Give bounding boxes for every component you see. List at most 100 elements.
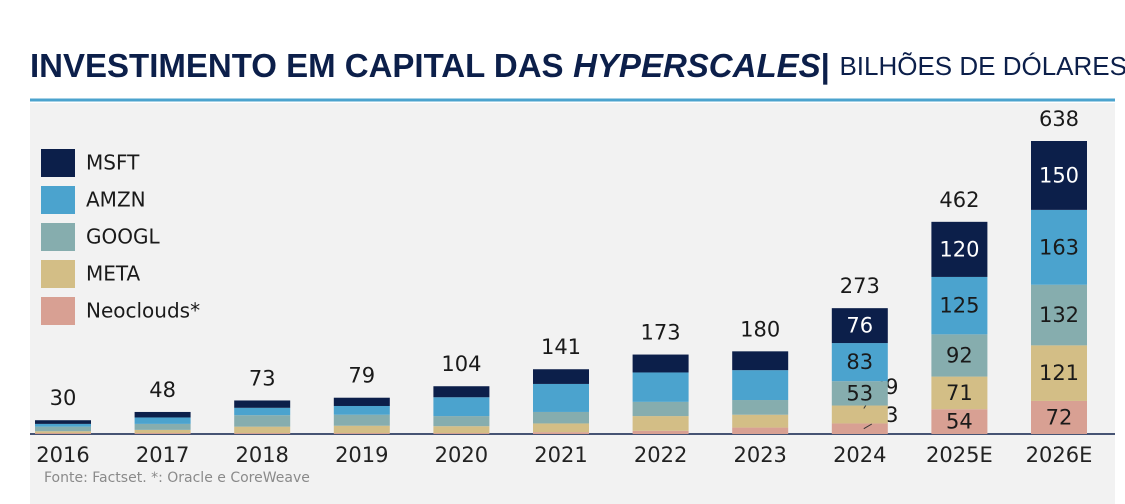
- x-tick-label: 2026E: [1026, 443, 1093, 467]
- legend-label: AMZN: [86, 188, 146, 212]
- value-label: 92: [946, 343, 973, 367]
- total-label: 180: [740, 317, 780, 341]
- bar-segment: [134, 417, 191, 424]
- bar-segment: [831, 405, 888, 424]
- total-label: 104: [441, 352, 481, 376]
- x-tick-label: 2024: [833, 443, 886, 467]
- bar-segment: [1031, 209, 1087, 285]
- bar-segment: [632, 354, 689, 373]
- bar-segment: [1031, 284, 1087, 346]
- legend-label: Neoclouds*: [86, 299, 200, 323]
- value-label: 125: [939, 294, 979, 318]
- x-tick-label: 2022: [634, 443, 687, 467]
- bar-segment: [533, 432, 589, 434]
- legend-swatch: [41, 223, 75, 251]
- bar-segment: [234, 426, 291, 434]
- bar-segment: [433, 433, 490, 434]
- bar-segment: [35, 423, 91, 427]
- legend-label: META: [86, 262, 141, 286]
- bar-segment: [333, 397, 390, 406]
- bar-segment: [831, 381, 888, 406]
- bar-segment: [333, 405, 390, 415]
- bar-segment: [732, 427, 789, 434]
- bar-segment: [831, 308, 888, 344]
- subtitle: BILHÕES DE DÓLARES: [839, 51, 1125, 81]
- x-tick-label: 2019: [335, 443, 388, 467]
- bar-segment: [35, 433, 91, 434]
- title-main: INVESTIMENTO EM CAPITAL DAS: [30, 47, 564, 84]
- x-tick-label: 2018: [235, 443, 288, 467]
- value-label: 53: [846, 381, 873, 405]
- title-emphasis: HYPERSCALES: [573, 47, 821, 84]
- bar-segment: [931, 334, 988, 377]
- value-label: 150: [1039, 163, 1079, 187]
- legend-swatch: [41, 149, 75, 177]
- value-label: 83: [846, 350, 873, 374]
- legend-swatch: [41, 186, 75, 214]
- value-label: 120: [939, 237, 979, 261]
- bar-segment: [134, 423, 191, 430]
- bar-segment: [632, 416, 689, 431]
- bar-segment: [533, 369, 589, 384]
- total-label: 141: [541, 335, 581, 359]
- total-label: 30: [50, 386, 77, 410]
- total-label: 79: [348, 364, 375, 388]
- bar-segment: [831, 343, 888, 382]
- x-tick-label: 2021: [534, 443, 587, 467]
- bar-segment: [533, 383, 589, 412]
- bar-segment: [533, 411, 589, 424]
- total-label: 48: [149, 378, 176, 402]
- bar-segment: [632, 430, 689, 434]
- bar-segment: [632, 401, 689, 417]
- bar-segment: [732, 400, 789, 415]
- bar-segment: [35, 420, 91, 424]
- bar-segment: [234, 415, 291, 427]
- value-label: 72: [1046, 405, 1073, 429]
- bar-segment: [35, 431, 91, 434]
- x-tick-label: 2016: [36, 443, 89, 467]
- title-separator: |: [821, 47, 830, 84]
- legend-label: MSFT: [86, 151, 140, 175]
- value-label: 76: [846, 314, 873, 338]
- bar-segment: [1031, 400, 1087, 434]
- bar-segment: [632, 372, 689, 402]
- x-tick-label: 2017: [136, 443, 189, 467]
- bar-segment: [931, 376, 988, 410]
- bar-segment: [433, 426, 490, 434]
- bar-segment: [931, 409, 988, 434]
- bar-segment: [433, 397, 490, 417]
- bar-segment: [533, 423, 589, 433]
- bar-segment: [134, 429, 191, 434]
- chart-title: INVESTIMENTO EM CAPITAL DAS HYPERSCALES|…: [30, 47, 1125, 85]
- x-tick-label: 2020: [435, 443, 488, 467]
- bar-segment: [732, 351, 789, 371]
- bar-segment: [1031, 345, 1087, 401]
- bar-segment: [333, 433, 390, 434]
- bar-segment: [134, 433, 191, 434]
- value-label: 54: [946, 410, 973, 434]
- bar-segment: [333, 425, 390, 434]
- total-label: 273: [840, 274, 880, 298]
- bar-segment: [134, 411, 191, 418]
- bar-segment: [831, 423, 888, 434]
- x-tick-label: 2023: [733, 443, 786, 467]
- leader-line: [863, 423, 873, 430]
- value-label: 121: [1039, 361, 1079, 385]
- bar-segment: [732, 370, 789, 401]
- total-label: 73: [249, 366, 276, 390]
- bar-segment: [333, 414, 390, 426]
- legend-swatch: [41, 260, 75, 288]
- bar-segment: [234, 433, 291, 434]
- value-label: 71: [946, 381, 973, 405]
- value-label: 163: [1039, 235, 1079, 259]
- total-label: 462: [939, 188, 979, 212]
- bar-segment: [931, 221, 988, 277]
- bar-segment: [234, 407, 291, 416]
- bar-segment: [35, 426, 91, 432]
- bar-segment: [234, 400, 291, 408]
- total-label: 638: [1039, 107, 1079, 131]
- legend-label: GOOGL: [86, 225, 160, 249]
- bar-segment: [732, 414, 789, 428]
- bar-segment: [931, 276, 988, 335]
